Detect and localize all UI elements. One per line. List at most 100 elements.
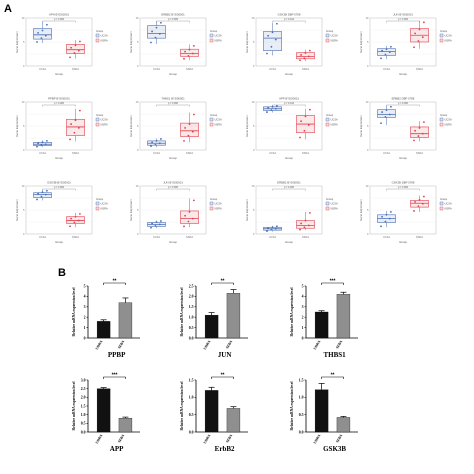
legend-swatch: [325, 201, 330, 206]
bar: [336, 294, 351, 339]
data-point: [69, 56, 71, 59]
data-point: [417, 40, 420, 42]
y-axis-label: Gene Expression: [245, 115, 249, 137]
significance-bracket: [103, 282, 126, 285]
y-axis-label: Relative mRNA expression level: [72, 288, 76, 337]
y-axis-label: Relative mRNA expression level: [290, 288, 294, 337]
y-tick-label: 2: [84, 316, 86, 320]
data-point: [183, 57, 185, 60]
barchart-grid: 0 1 2 3 4 5 Relative mRNA expression level UDRA…: [72, 279, 358, 453]
data-point: [183, 139, 185, 142]
x-axis-label: Group: [399, 72, 407, 76]
x-tick-label: NSRA: [416, 67, 423, 71]
legend-entry: UCSA: [215, 34, 222, 38]
y-tick-label: 10: [136, 100, 139, 104]
y-tick-label: 5: [367, 40, 369, 44]
y-tick-label: 0: [137, 148, 139, 152]
y-tick-label: 0: [137, 232, 139, 236]
pvalue-label: p = 0.006: [54, 102, 65, 105]
legend-entry: UCSA: [445, 202, 452, 206]
data-point: [307, 55, 310, 58]
data-point: [158, 32, 161, 35]
data-point: [151, 222, 153, 225]
data-point: [414, 32, 416, 35]
legend-title: Group: [440, 29, 448, 33]
legend-swatch: [209, 117, 214, 122]
data-point: [309, 211, 311, 214]
data-point: [41, 29, 44, 32]
y-axis-label: Gene Expression: [245, 199, 249, 221]
y-tick-label: 5: [137, 208, 139, 212]
x-axis-label: Group: [285, 72, 293, 76]
barchart-1: 0 1 2 3 4 5 Relative mRNA expression level UDRA…: [72, 279, 140, 359]
x-tick-label: NSRA: [416, 235, 423, 239]
data-point: [151, 30, 153, 33]
bar: [204, 390, 219, 433]
y-tick-label: 5: [137, 124, 139, 128]
data-point: [304, 219, 307, 222]
x-tick-label: NSRA: [186, 67, 193, 71]
y-axis-label: Gene Expression: [359, 115, 363, 137]
legend-swatch: [325, 206, 330, 211]
y-tick-label: 10: [366, 16, 369, 20]
legend-entry: UCSA: [101, 118, 108, 122]
legend-title: Group: [210, 197, 218, 201]
data-point: [388, 217, 391, 220]
y-tick-label: 0: [23, 64, 25, 68]
data-point: [193, 113, 195, 116]
gene-label: JUN: [218, 351, 232, 359]
data-point: [158, 223, 161, 226]
y-tick-label: 5: [23, 208, 25, 212]
data-point: [380, 122, 382, 125]
y-tick-label: 1.5: [189, 305, 194, 309]
legend-entry: UCSA: [445, 34, 452, 38]
data-point: [414, 129, 416, 132]
data-point: [385, 48, 388, 51]
y-tick-label: 10: [366, 184, 369, 188]
x-axis-label: Group: [169, 156, 177, 160]
x-tick-label: UCSA: [269, 151, 276, 155]
significance-bracket: [211, 282, 234, 285]
y-tick-label: 0.5: [299, 413, 304, 417]
y-tick-label: 1.0: [189, 316, 194, 320]
pvalue-label: p = 0.006: [168, 186, 179, 189]
data-point: [193, 199, 195, 202]
data-point: [184, 214, 186, 217]
y-tick-label: 1.5: [81, 404, 86, 408]
y-tick-label: 5: [84, 284, 86, 288]
data-point: [304, 115, 307, 118]
y-tick-label: 0.0: [299, 430, 304, 434]
y-tick-label: 0: [367, 148, 369, 152]
x-tick-label: UCSA: [153, 235, 160, 239]
legend-swatch: [209, 206, 214, 211]
data-point: [276, 104, 278, 107]
data-point: [274, 227, 277, 230]
y-tick-label: 1.0: [81, 413, 86, 417]
data-point: [418, 127, 421, 129]
box: [33, 28, 52, 40]
x-tick-label: UCSA: [269, 235, 276, 239]
significance-label: **: [221, 279, 225, 285]
data-point: [74, 44, 77, 47]
data-point: [414, 200, 416, 203]
box: [66, 44, 85, 54]
data-point: [300, 222, 302, 225]
legend-swatch: [95, 33, 100, 38]
box: [263, 31, 282, 51]
boxplot-title: ERBB2 BYD00001: [277, 181, 301, 185]
x-tick-label: UCSA: [39, 151, 46, 155]
data-point: [44, 143, 47, 146]
legend-swatch: [439, 201, 444, 206]
legend-entry: NSRA: [215, 39, 222, 43]
x-tick-label: UCSA: [153, 151, 160, 155]
y-tick-label: 10: [136, 184, 139, 188]
legend-swatch: [439, 117, 444, 122]
pvalue-bracket: [156, 188, 190, 191]
legend-entry: UCSA: [101, 34, 108, 38]
y-tick-label: 0: [84, 336, 86, 340]
pvalue-bracket: [156, 104, 190, 107]
